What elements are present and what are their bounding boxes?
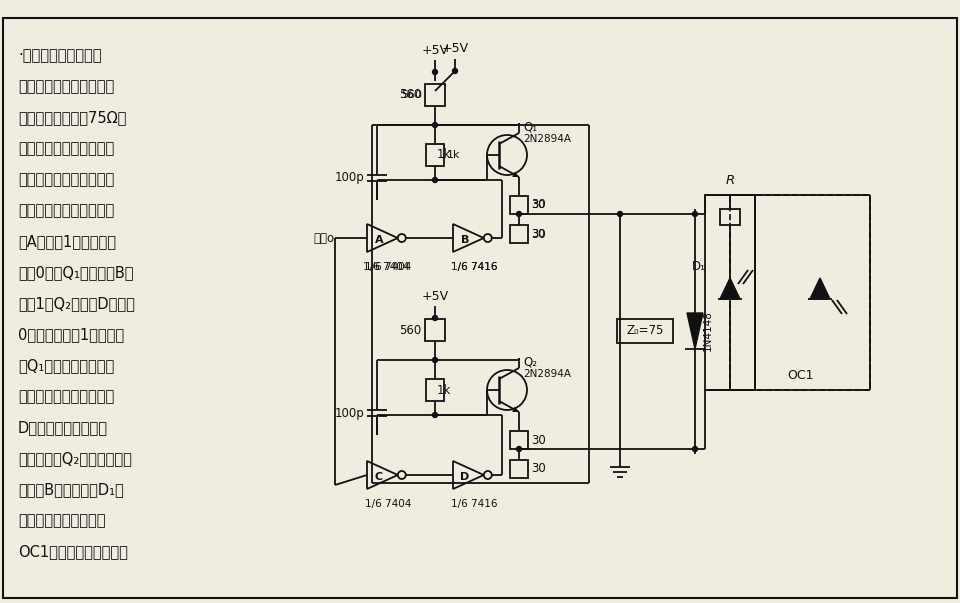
Bar (510, 431, 528, 449)
Text: R: R (726, 174, 734, 187)
Text: 2N2894A: 2N2894A (523, 369, 571, 379)
Bar (425, 319, 445, 341)
Text: 器A将逻辑1输入变换成: 器A将逻辑1输入变换成 (18, 234, 116, 249)
Text: 着Q₁向传输线和发光二: 着Q₁向传输线和发光二 (18, 358, 114, 373)
Bar (426, 144, 444, 166)
Circle shape (433, 315, 438, 321)
Text: D的输出端吸收这个电: D的输出端吸收这个电 (18, 420, 108, 435)
Text: 30: 30 (531, 434, 545, 446)
Polygon shape (720, 278, 740, 299)
Bar (720, 209, 740, 225)
Text: D₁: D₁ (692, 260, 706, 274)
Text: 30: 30 (531, 229, 545, 239)
Text: 1/6 7404: 1/6 7404 (365, 262, 412, 272)
Text: +5V: +5V (421, 44, 448, 57)
Bar (510, 196, 528, 214)
Text: 号转换成平衡的差动驱动: 号转换成平衡的差动驱动 (18, 79, 114, 94)
Text: 信号，然后馈送到75Ω的: 信号，然后馈送到75Ω的 (18, 110, 127, 125)
Circle shape (433, 358, 438, 362)
Text: 1/6 7416: 1/6 7416 (451, 262, 497, 272)
Circle shape (433, 69, 438, 75)
Text: 2N2894A: 2N2894A (523, 134, 571, 144)
Text: ·本电路将单端输入信: ·本电路将单端输入信 (18, 48, 102, 63)
Text: 30: 30 (531, 200, 545, 210)
Circle shape (692, 446, 698, 452)
Circle shape (617, 212, 622, 216)
Text: 30: 30 (531, 227, 545, 241)
Text: 0。所以，逻辑1轴入意味: 0。所以，逻辑1轴入意味 (18, 327, 124, 342)
Text: 100p: 100p (334, 406, 364, 420)
Text: 通，并使光耦合接收器: 通，并使光耦合接收器 (18, 513, 106, 528)
Bar (705, 195, 755, 390)
Text: 1k: 1k (437, 384, 451, 397)
Text: 1/6 7416: 1/6 7416 (451, 499, 497, 509)
Text: 流。反之，Q₂向传输线供出: 流。反之，Q₂向传输线供出 (18, 451, 132, 466)
Text: OC1: OC1 (787, 369, 813, 382)
Text: B: B (461, 235, 469, 245)
Text: OC1的发光二极管截止。: OC1的发光二极管截止。 (18, 544, 128, 559)
Text: A: A (374, 235, 383, 245)
Text: 极管供出电流，然后由门: 极管供出电流，然后由门 (18, 389, 114, 404)
Text: 1/6 7416: 1/6 7416 (451, 262, 497, 272)
Bar (617, 319, 673, 343)
Text: 30: 30 (531, 198, 545, 212)
Text: C: C (375, 472, 383, 482)
Text: 输入o: 输入o (314, 232, 335, 244)
Text: 逻辑0，使Q₁导通，使B输: 逻辑0，使Q₁导通，使B输 (18, 265, 133, 280)
Text: 1/6 7404: 1/6 7404 (363, 262, 409, 272)
Text: 出为1；Q₂截止，D输出为: 出为1；Q₂截止，D输出为 (18, 296, 134, 311)
Bar (425, 84, 445, 106)
Circle shape (692, 212, 698, 216)
Text: 电流，B吸收电流，D₁导: 电流，B吸收电流，D₁导 (18, 482, 124, 497)
Polygon shape (810, 278, 830, 299)
Text: D: D (461, 472, 469, 482)
Circle shape (516, 446, 521, 452)
Text: 1k: 1k (447, 150, 461, 160)
Bar (730, 195, 870, 390)
Text: Z₀=75: Z₀=75 (626, 324, 663, 338)
Polygon shape (687, 313, 703, 349)
Text: 1/6 7404: 1/6 7404 (365, 499, 412, 509)
Text: 1k: 1k (437, 148, 451, 162)
Bar (510, 225, 528, 243)
Text: 100p: 100p (334, 171, 364, 185)
Text: 1N4148: 1N4148 (703, 311, 713, 352)
Circle shape (452, 69, 458, 74)
Text: Q₂: Q₂ (523, 356, 537, 368)
Text: +5V: +5V (442, 42, 468, 55)
Text: +5V: +5V (421, 290, 448, 303)
Text: 560: 560 (401, 90, 422, 100)
Text: 传输线上，传输线另一端: 传输线上，传输线另一端 (18, 141, 114, 156)
Text: 所接的发光二极管用作光: 所接的发光二极管用作光 (18, 172, 114, 187)
Circle shape (433, 122, 438, 127)
Text: 560: 560 (398, 323, 421, 336)
Bar (426, 379, 444, 401)
Text: 30: 30 (531, 463, 545, 476)
Circle shape (516, 212, 521, 216)
Circle shape (433, 177, 438, 183)
Text: 560: 560 (398, 89, 421, 101)
Text: 耦合接收器的输入。反相: 耦合接收器的输入。反相 (18, 203, 114, 218)
Text: Q₁: Q₁ (523, 121, 538, 133)
Circle shape (433, 412, 438, 417)
Bar (510, 460, 528, 478)
